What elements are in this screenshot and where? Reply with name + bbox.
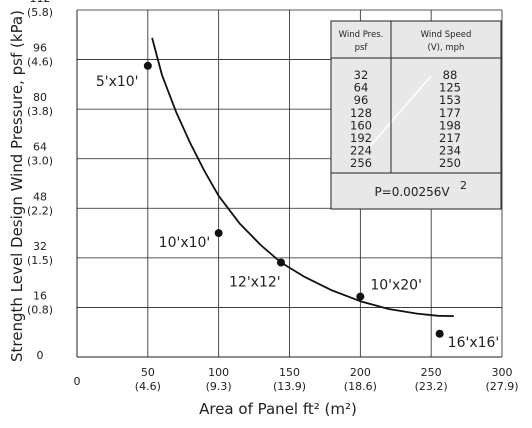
table-cell-speed: 217 bbox=[439, 131, 461, 145]
table-cell-pressure: 160 bbox=[350, 118, 372, 132]
table-cell-speed: 88 bbox=[443, 68, 458, 82]
y-tick-sublabel: (5.8) bbox=[27, 6, 53, 19]
data-point bbox=[214, 229, 223, 238]
table-cell-speed: 198 bbox=[439, 118, 461, 132]
data-points-layer: 5'x10' 10'x10' 12'x12' 10'x20' 16'x16' bbox=[96, 61, 500, 351]
data-point-label: 10'x20' bbox=[370, 278, 422, 294]
x-tick-label: 200 bbox=[350, 366, 371, 379]
data-point-label: 5'x10' bbox=[96, 74, 139, 90]
table-cell-pressure: 192 bbox=[350, 131, 372, 145]
y-tick-label: 0 bbox=[37, 349, 44, 362]
table-formula: P=0.00256V bbox=[374, 185, 450, 199]
x-axis-title: Area of Panel ft² (m²) bbox=[199, 400, 357, 418]
y-tick-sublabel: (3.0) bbox=[27, 155, 53, 168]
fit-curve bbox=[151, 37, 454, 317]
x-tick-labels: 0 50(4.6) 100(9.3) 150(13.9) 200(18.6) 250(23… bbox=[74, 366, 519, 393]
x-tick-sublabel: (9.3) bbox=[206, 380, 232, 393]
data-point-label: 12'x12' bbox=[229, 275, 281, 291]
x-tick-sublabel: (27.9) bbox=[485, 380, 518, 393]
data-point bbox=[143, 61, 152, 70]
table-formula-exponent: 2 bbox=[460, 179, 467, 192]
table-cell-pressure: 256 bbox=[350, 156, 372, 170]
x-tick-label: 0 bbox=[74, 375, 81, 388]
table-glare bbox=[365, 75, 432, 152]
x-tick-label: 100 bbox=[208, 366, 229, 379]
table-cell-speed: 153 bbox=[439, 93, 461, 107]
table-header-pressure-unit: psf bbox=[355, 43, 369, 53]
x-tick-sublabel: (23.2) bbox=[415, 380, 448, 393]
data-point bbox=[435, 329, 444, 338]
table-cell-pressure: 64 bbox=[354, 81, 369, 95]
wind-speed-table: Wind Pres. psf Wind Speed (V), mph 32 88 64 125… bbox=[330, 20, 502, 210]
y-tick-label: 64 bbox=[33, 141, 47, 154]
data-point bbox=[277, 258, 285, 267]
table-cell-pressure: 224 bbox=[350, 144, 372, 158]
data-point-label: 10'x10' bbox=[159, 235, 211, 251]
y-tick-label: 32 bbox=[33, 240, 47, 253]
table-cell-pressure: 96 bbox=[354, 93, 369, 107]
table-cell-speed: 234 bbox=[439, 144, 461, 158]
y-tick-label: 80 bbox=[33, 91, 47, 104]
table-cell-speed: 125 bbox=[439, 81, 461, 95]
axes bbox=[76, 10, 502, 358]
y-axis-title: Strength Level Design Wind Pressure, psf… bbox=[8, 10, 26, 362]
y-tick-label: 112 bbox=[30, 0, 51, 5]
table-cell-pressure: 32 bbox=[354, 68, 369, 82]
y-tick-label: 48 bbox=[33, 190, 47, 203]
x-tick-label: 300 bbox=[492, 366, 513, 379]
y-tick-label: 96 bbox=[33, 42, 47, 55]
y-tick-sublabel: (4.6) bbox=[27, 56, 53, 69]
table-cell-speed: 250 bbox=[439, 156, 461, 170]
x-tick-label: 50 bbox=[141, 366, 155, 379]
x-tick-sublabel: (13.9) bbox=[273, 380, 306, 393]
table-header-speed-unit: (V), mph bbox=[428, 43, 465, 53]
x-tick-label: 250 bbox=[421, 366, 442, 379]
x-tick-sublabel: (18.6) bbox=[344, 380, 377, 393]
data-point bbox=[356, 292, 365, 301]
data-point-label: 16'x16' bbox=[448, 335, 500, 351]
y-tick-label: 16 bbox=[33, 289, 47, 302]
y-tick-sublabel: (0.8) bbox=[27, 303, 53, 316]
x-tick-label: 150 bbox=[279, 366, 300, 379]
fit-curve-layer bbox=[151, 37, 454, 317]
table-header-speed: Wind Speed bbox=[421, 30, 472, 40]
y-tick-sublabel: (2.2) bbox=[27, 204, 53, 217]
table-cell-pressure: 128 bbox=[350, 106, 372, 120]
table-header-pressure: Wind Pres. bbox=[339, 30, 384, 40]
table-background bbox=[330, 20, 502, 210]
y-tick-labels: 0 16(0.8) 32(1.5) 48(2.2) 64(3.0) 80(3.8) 96(4… bbox=[27, 0, 53, 362]
x-tick-sublabel: (4.6) bbox=[135, 380, 161, 393]
y-tick-sublabel: (3.8) bbox=[27, 105, 53, 118]
table-cell-speed: 177 bbox=[439, 106, 461, 120]
y-tick-sublabel: (1.5) bbox=[27, 254, 53, 267]
